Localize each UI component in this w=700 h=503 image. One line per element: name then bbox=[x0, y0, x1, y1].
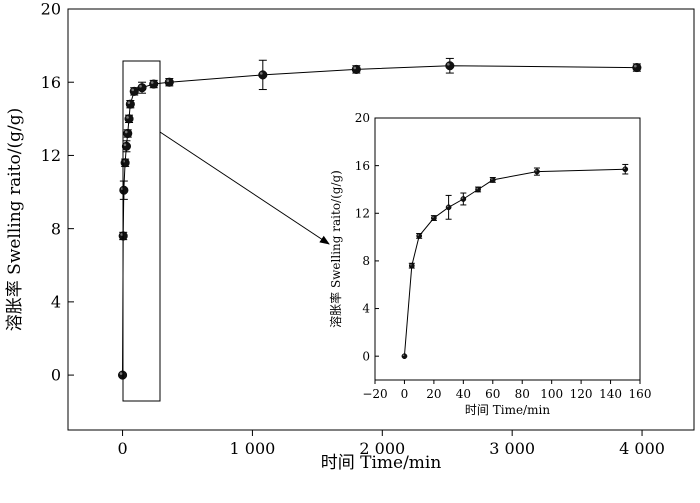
main-data-point bbox=[119, 185, 129, 195]
main-data-point bbox=[258, 70, 268, 80]
inset-xtick-label: 140 bbox=[599, 387, 622, 401]
inset-data-point bbox=[401, 353, 408, 360]
main-ytick-label: 12 bbox=[41, 146, 61, 165]
inset-data-point-highlight bbox=[417, 234, 420, 236]
inset-xtick-label: 60 bbox=[485, 387, 500, 401]
main-xtick-label: 4 000 bbox=[619, 439, 665, 458]
main-ytick-label: 16 bbox=[41, 73, 61, 92]
main-ytick-label: 20 bbox=[41, 0, 61, 19]
main-y-axis-label: 溶胀率 Swelling raito/(g/g) bbox=[5, 108, 25, 331]
main-data-point-highlight bbox=[353, 66, 357, 70]
inset-y-axis-label: 溶胀率 Swelling raito/(g/g) bbox=[328, 170, 343, 328]
inset-xtick-label: −20 bbox=[362, 387, 387, 401]
inset-xtick-label: 0 bbox=[401, 387, 409, 401]
main-data-point bbox=[125, 99, 135, 109]
inset-data-point bbox=[460, 196, 467, 202]
inset-data-point-highlight bbox=[410, 263, 412, 266]
inset-data-point-highlight bbox=[432, 216, 434, 218]
main-data-point bbox=[445, 61, 455, 71]
inset-plot-frame bbox=[374, 117, 641, 381]
main-data-point-highlight bbox=[634, 64, 637, 68]
main-data-point-highlight bbox=[124, 130, 128, 134]
inset-data-point bbox=[408, 262, 415, 269]
inset-ytick-label: 4 bbox=[362, 302, 370, 316]
inset-data-point-highlight bbox=[623, 167, 626, 170]
main-xtick-label: 3 000 bbox=[489, 439, 535, 458]
inset-data-point-highlight bbox=[476, 187, 478, 190]
main-x-axis-label: 时间 Time/min bbox=[321, 453, 442, 473]
main-data-point-highlight bbox=[126, 116, 129, 119]
main-ytick-label: 0 bbox=[51, 366, 61, 385]
main-data-point bbox=[120, 158, 130, 168]
inset-data-point bbox=[445, 204, 452, 211]
main-data-point-highlight bbox=[119, 372, 123, 375]
inset-xtick-label: 100 bbox=[540, 387, 563, 401]
inset-data-point bbox=[416, 233, 423, 239]
main-data-point bbox=[129, 86, 139, 96]
inset-data-point bbox=[475, 186, 481, 193]
inset-ytick-label: 20 bbox=[355, 111, 370, 125]
main-ytick-label: 4 bbox=[51, 292, 61, 311]
inset-data-point bbox=[534, 168, 540, 175]
zoom-arrow bbox=[159, 131, 330, 245]
inset-series-line bbox=[403, 168, 626, 357]
main-data-point bbox=[164, 77, 174, 87]
inset-ytick-label: 0 bbox=[362, 349, 370, 363]
main-data-point bbox=[137, 83, 147, 93]
main-data-point-highlight bbox=[166, 79, 170, 83]
main-data-point-highlight bbox=[447, 62, 450, 66]
inset-data-point bbox=[431, 215, 437, 221]
inset-data-point-highlight bbox=[446, 205, 449, 208]
main-data-point-highlight bbox=[127, 101, 131, 104]
main-xtick-label: 0 bbox=[117, 439, 127, 458]
inset-data-point-highlight bbox=[461, 197, 464, 199]
inset-xtick-label: 80 bbox=[515, 387, 530, 401]
inset-panel: 0 4 8 12 16 20 −20 0 20 40 60 80 100 120 140 160 时间 Time… bbox=[328, 111, 651, 417]
inset-xtick-label: 120 bbox=[570, 387, 593, 401]
zoom-region-box bbox=[122, 60, 161, 402]
inset-data-point-highlight bbox=[402, 354, 405, 357]
main-series-line bbox=[122, 65, 637, 376]
main-data-point-highlight bbox=[131, 88, 135, 92]
main-data-point bbox=[632, 63, 642, 73]
main-data-point bbox=[124, 114, 134, 124]
inset-xtick-label: 20 bbox=[426, 387, 441, 401]
main-xtick-label: 1 000 bbox=[230, 439, 276, 458]
inset-data-point bbox=[489, 177, 496, 183]
inset-x-axis-label: 时间 Time/min bbox=[465, 403, 550, 417]
main-xtick-label: 2 000 bbox=[359, 439, 405, 458]
inset-ytick-label: 12 bbox=[355, 206, 370, 220]
inset-data-point-highlight bbox=[535, 169, 537, 172]
inset-ytick-label: 16 bbox=[355, 159, 370, 173]
inset-xtick-label: 40 bbox=[456, 387, 471, 401]
inset-data-point bbox=[622, 166, 629, 173]
main-data-point bbox=[123, 128, 133, 139]
main-data-point-highlight bbox=[120, 233, 123, 236]
inset-ytick-label: 8 bbox=[362, 254, 370, 268]
inset-xtick-label: 160 bbox=[629, 387, 652, 401]
main-data-point bbox=[351, 64, 361, 74]
main-data-point bbox=[149, 79, 159, 89]
main-data-point-highlight bbox=[123, 143, 127, 147]
main-ytick-label: 8 bbox=[51, 219, 61, 238]
main-data-point-highlight bbox=[139, 84, 142, 88]
main-data-point-highlight bbox=[150, 81, 154, 84]
main-data-point-highlight bbox=[260, 72, 263, 75]
inset-data-point-highlight bbox=[491, 178, 493, 180]
